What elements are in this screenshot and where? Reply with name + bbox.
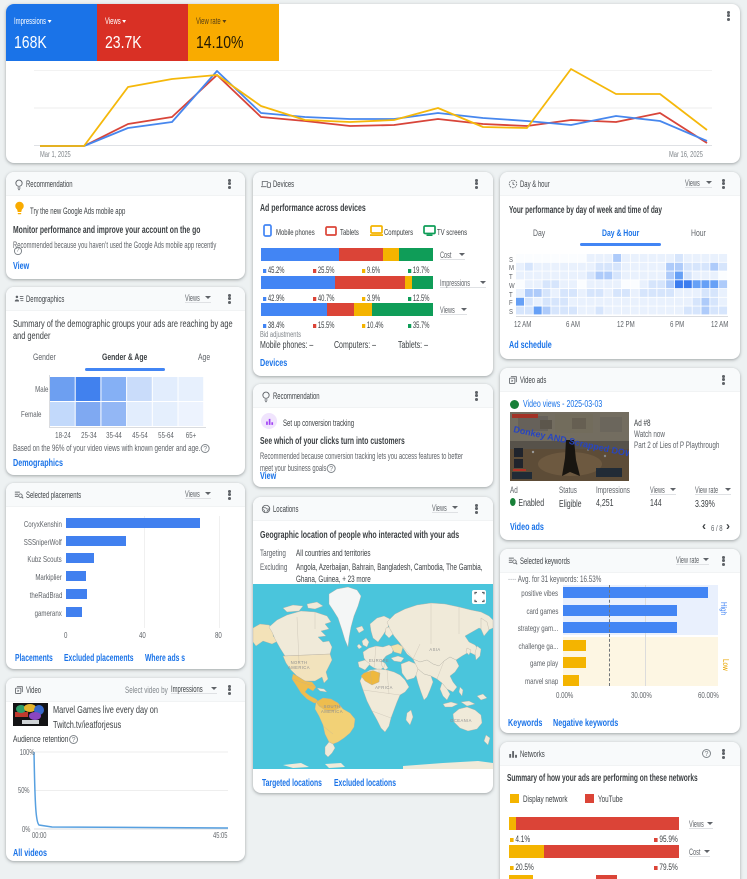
svg-text:AFRICA: AFRICA: [375, 685, 393, 690]
svg-text:AMERICA: AMERICA: [321, 709, 343, 714]
svg-text:ASIA: ASIA: [429, 647, 440, 652]
svg-text:OCEANIA: OCEANIA: [450, 718, 472, 723]
svg-text:NORTH: NORTH: [291, 660, 308, 665]
svg-text:SOUTH: SOUTH: [324, 704, 341, 709]
svg-text:AMERICA: AMERICA: [288, 665, 310, 670]
svg-text:EUROPE: EUROPE: [369, 658, 389, 663]
